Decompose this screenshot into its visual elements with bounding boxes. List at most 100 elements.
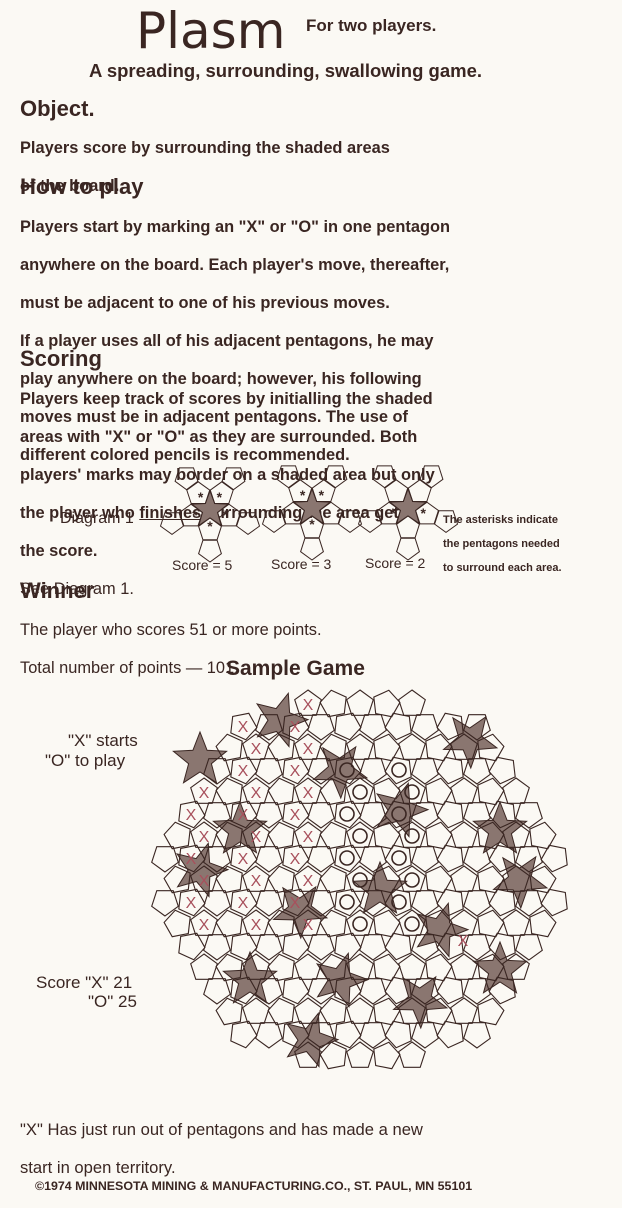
diagram1-cluster-2: ** xyxy=(357,465,459,561)
board-pentagon xyxy=(373,733,401,762)
board-pentagon xyxy=(282,976,310,1005)
board-pentagon xyxy=(373,865,401,894)
board-pentagon xyxy=(282,800,310,829)
scoring-heading: Scoring xyxy=(20,346,102,371)
diagram1-pentagon xyxy=(288,479,313,502)
board-pentagon xyxy=(255,758,283,785)
diagram1-pentagon xyxy=(300,537,324,561)
diagram1-pentagon xyxy=(221,467,246,491)
board-pentagon xyxy=(463,1022,491,1049)
board-pentagon xyxy=(502,821,530,848)
board-o-mark xyxy=(404,872,420,888)
board-pentagon xyxy=(267,821,295,850)
board-pentagon xyxy=(230,800,258,829)
board-pentagon xyxy=(515,846,543,873)
board-x-mark: X xyxy=(303,829,314,846)
diagram1-note-line: The asterisks indicate xyxy=(443,514,558,526)
board-pentagon xyxy=(488,976,516,1005)
board-pentagon xyxy=(373,1041,401,1070)
board-pentagon xyxy=(215,997,243,1026)
board-pentagon xyxy=(488,932,516,961)
diagram1-pentagon xyxy=(300,515,324,539)
diagram1-pentagon xyxy=(384,479,409,502)
board-pentagon xyxy=(163,909,191,938)
board-pentagon xyxy=(203,978,231,1005)
board-pentagon xyxy=(319,865,347,894)
board-pentagon xyxy=(384,888,412,917)
game-tagline: A spreading, surrounding, swallowing gam… xyxy=(89,60,482,81)
diagram1-pentagon xyxy=(377,501,401,525)
board-shaded-star xyxy=(392,975,449,1030)
board-pentagon xyxy=(294,953,322,980)
board-pentagon xyxy=(359,1022,387,1049)
board-x-mark: X xyxy=(251,829,262,846)
sample-score-o: "O" 25 xyxy=(88,992,137,1011)
board-pentagon xyxy=(411,934,439,961)
board-pentagon xyxy=(294,909,322,936)
board-pentagon xyxy=(178,932,206,961)
board-pentagon xyxy=(346,777,374,804)
board-x-mark: X xyxy=(186,851,197,868)
board-pentagon xyxy=(230,888,258,917)
board-pentagon xyxy=(450,953,478,980)
how-to-play-text: Players start by marking an "X" or "O" i… xyxy=(20,199,540,484)
winner-line: The player who scores 51 or more points. xyxy=(20,621,322,639)
board-pentagon xyxy=(411,978,439,1005)
scoring-line: the score. xyxy=(20,542,98,560)
diagram1-score-3: Score = 3 xyxy=(271,556,332,572)
board-pentagon xyxy=(346,953,374,980)
board-pentagon xyxy=(384,712,412,741)
sample-to-play-line: "O" to play xyxy=(45,751,126,770)
diagram1-score-2: Score = 2 xyxy=(365,555,426,571)
board-pentagon xyxy=(215,777,243,806)
game-title: Plasm xyxy=(136,2,286,60)
board-pentagon xyxy=(151,890,179,917)
board-pentagon xyxy=(255,934,283,961)
board-x-mark: X xyxy=(290,763,301,780)
diagram1-note-line: to surround each area. xyxy=(443,562,562,574)
board-pentagon xyxy=(294,1041,322,1068)
diagram1-asterisk: * xyxy=(207,518,213,534)
board-pentagon xyxy=(294,997,322,1024)
board-pentagon xyxy=(502,909,530,936)
game-subtitle: For two players. xyxy=(306,16,437,35)
object-text: Players score by surrounding the shaded … xyxy=(20,120,540,215)
board-pentagon xyxy=(334,932,362,961)
board-pentagon xyxy=(267,953,295,982)
board-pentagon xyxy=(346,733,374,760)
board-pentagon xyxy=(215,733,243,762)
board-pentagon xyxy=(436,800,464,829)
board-pentagon xyxy=(307,978,335,1005)
board-pentagon xyxy=(398,953,426,980)
diagram1-asterisk: * xyxy=(217,489,223,505)
board-pentagon xyxy=(215,909,243,938)
diagram1-pentagon xyxy=(434,510,459,534)
board-pentagon xyxy=(282,844,310,873)
board-pentagon xyxy=(436,976,464,1005)
board-pentagon xyxy=(190,865,218,892)
board-x-mark: X xyxy=(238,763,249,780)
board-shaded-star xyxy=(285,1011,340,1068)
board-pentagon xyxy=(425,733,453,762)
board-pentagon xyxy=(294,689,322,716)
board-pentagon xyxy=(242,865,270,892)
diagram1-pentagon xyxy=(319,501,343,525)
sample-footnote-line: start in open territory. xyxy=(20,1158,176,1177)
board-pentagon xyxy=(203,890,231,917)
board-pentagon xyxy=(334,712,362,741)
board-pentagon xyxy=(529,865,557,894)
board-pentagon xyxy=(477,733,505,762)
board-pentagon xyxy=(450,733,478,760)
board-pentagon xyxy=(436,932,464,961)
board-pentagon xyxy=(477,953,505,982)
board-x-mark: X xyxy=(303,785,314,802)
board-o-mark xyxy=(339,894,355,910)
how-to-play-line: If a player uses all of his adjacent pen… xyxy=(20,332,434,350)
diagram1-pentagon xyxy=(217,503,241,527)
board-pentagon xyxy=(230,712,258,741)
diagram1-asterisk: * xyxy=(319,487,325,503)
how-to-play-line: different colored pencils is recommended… xyxy=(20,446,350,464)
board-pentagon xyxy=(373,821,401,850)
board-o-mark xyxy=(391,850,407,866)
diagram1-asterisk: * xyxy=(198,489,204,505)
